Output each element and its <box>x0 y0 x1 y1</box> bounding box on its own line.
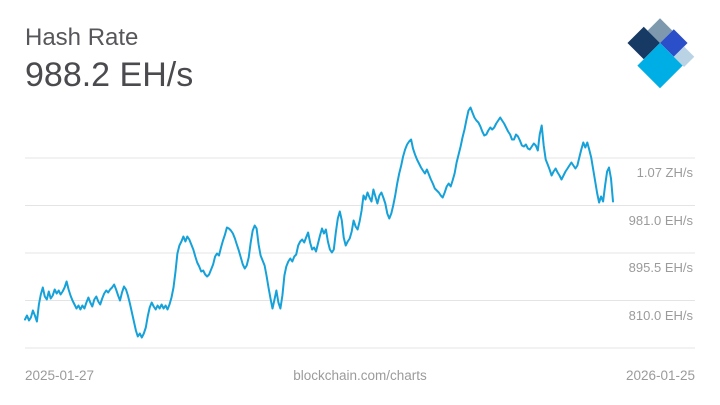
page-title: Hash Rate <box>25 24 139 51</box>
y-axis-label: 981.0 EH/s <box>628 212 693 228</box>
x-axis-end-date: 2026-01-25 <box>625 368 695 383</box>
hashrate-series-line[interactable] <box>24 106 614 339</box>
watermark-link[interactable]: blockchain.com/charts <box>293 368 427 383</box>
y-axis-label: 895.5 EH/s <box>628 260 693 275</box>
y-axis-label: 1.07 ZH/s <box>636 165 693 180</box>
current-hashrate-value: 988.2 EH/s <box>25 56 194 94</box>
blockchain-logo[interactable] <box>617 9 703 95</box>
x-axis-start-date: 2025-01-27 <box>25 368 95 383</box>
y-axis-label: 810.0 EH/s <box>628 307 693 323</box>
